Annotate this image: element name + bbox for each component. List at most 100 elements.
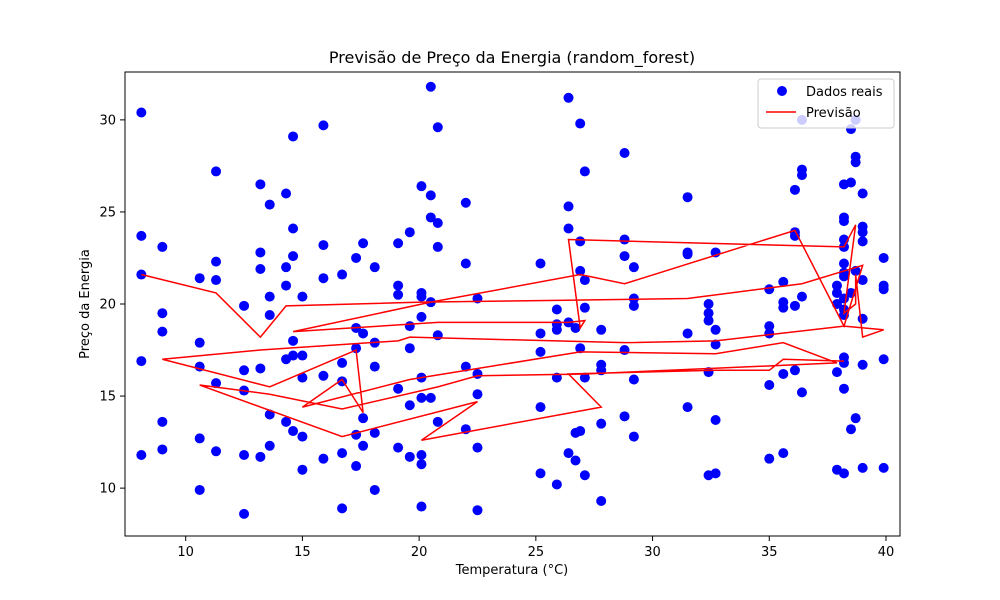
data-point-41	[288, 223, 299, 234]
data-point-40	[288, 131, 299, 142]
data-point-35	[281, 188, 292, 199]
data-point-60	[337, 503, 348, 514]
data-point-81	[404, 321, 415, 332]
data-point-30	[264, 199, 275, 210]
data-point-141	[596, 324, 607, 335]
data-point-26	[255, 247, 266, 258]
data-point-191	[831, 280, 842, 291]
data-point-96	[425, 212, 436, 223]
data-point-125	[563, 223, 574, 234]
data-point-66	[358, 238, 369, 249]
data-point-192	[831, 287, 842, 298]
data-point-70	[369, 262, 380, 273]
x-tick-label-40: 40	[878, 545, 895, 560]
data-point-101	[432, 241, 443, 252]
data-point-102	[432, 330, 443, 341]
legend-label-dados-reais: Dados reais	[806, 85, 883, 100]
data-point-154	[628, 374, 639, 385]
data-point-75	[393, 238, 404, 249]
data-point-74	[369, 484, 380, 495]
data-point-76	[393, 280, 404, 291]
x-tick-label-20: 20	[411, 545, 428, 560]
data-point-151	[628, 262, 639, 273]
data-point-46	[297, 291, 308, 302]
data-point-98	[425, 392, 436, 403]
data-point-152	[628, 293, 639, 304]
data-point-118	[551, 304, 562, 315]
data-point-100	[432, 217, 443, 228]
data-point-132	[575, 236, 586, 247]
data-point-180	[778, 448, 789, 459]
data-point-0	[136, 107, 147, 118]
data-point-155	[628, 431, 639, 442]
data-point-133	[575, 265, 586, 276]
data-point-103	[432, 416, 443, 427]
data-point-82	[404, 343, 415, 354]
data-point-10	[194, 273, 205, 284]
data-point-131	[575, 118, 586, 129]
data-point-123	[563, 92, 574, 103]
y-tick-label-25: 25	[99, 205, 116, 220]
data-point-181	[789, 184, 800, 195]
data-point-43	[288, 335, 299, 346]
data-point-190	[796, 387, 807, 398]
data-point-94	[425, 81, 436, 92]
data-point-169	[710, 415, 721, 425]
data-point-56	[337, 269, 348, 280]
legend-marker-dados-reais	[777, 86, 787, 96]
data-point-179	[778, 368, 789, 379]
data-point-31	[264, 291, 275, 302]
data-point-47	[297, 350, 308, 361]
data-point-222	[857, 227, 868, 238]
x-tick-label-10: 10	[177, 545, 194, 560]
data-point-219	[850, 413, 861, 424]
data-point-36	[281, 262, 292, 273]
data-point-57	[337, 357, 348, 368]
data-point-178	[778, 302, 789, 313]
data-point-136	[579, 166, 590, 177]
y-axis-label: Preço da Energia	[78, 249, 93, 359]
data-point-153	[628, 300, 639, 311]
data-point-138	[579, 302, 590, 313]
ticks-layer: 10 15 20 25 30 35 40 10 15 20 25 30	[99, 113, 894, 560]
data-point-168	[710, 339, 721, 350]
data-point-79	[393, 442, 404, 453]
data-point-5	[157, 241, 168, 252]
data-point-184	[789, 300, 800, 311]
data-point-111	[472, 442, 483, 453]
data-point-134	[575, 343, 586, 354]
data-point-51	[318, 120, 329, 131]
data-point-158	[682, 249, 693, 260]
legend-box	[757, 78, 895, 129]
data-point-14	[194, 484, 205, 495]
data-point-99	[432, 122, 443, 133]
data-point-189	[796, 291, 807, 302]
data-point-175	[764, 453, 775, 464]
data-point-23	[239, 449, 250, 460]
data-point-124	[563, 201, 574, 212]
data-point-80	[404, 227, 415, 238]
data-point-32	[264, 310, 275, 321]
plot-layer	[136, 81, 889, 519]
data-point-183	[789, 230, 800, 241]
data-point-29	[255, 451, 266, 462]
data-point-146	[619, 148, 630, 159]
data-point-4	[136, 449, 147, 460]
data-point-188	[796, 170, 807, 181]
data-point-194	[831, 367, 842, 378]
x-axis-label: Temperatura (°C)	[455, 563, 568, 578]
data-point-120	[551, 324, 562, 335]
data-point-232	[878, 462, 889, 473]
data-point-156	[682, 192, 693, 203]
data-point-28	[255, 363, 266, 374]
data-point-214	[845, 424, 856, 435]
data-point-88	[416, 311, 427, 322]
data-point-217	[850, 157, 861, 168]
data-point-164	[703, 367, 714, 378]
data-point-77	[393, 289, 404, 300]
data-point-148	[619, 251, 630, 262]
data-point-159	[682, 328, 693, 339]
data-point-171	[764, 284, 775, 295]
data-point-53	[318, 273, 329, 284]
